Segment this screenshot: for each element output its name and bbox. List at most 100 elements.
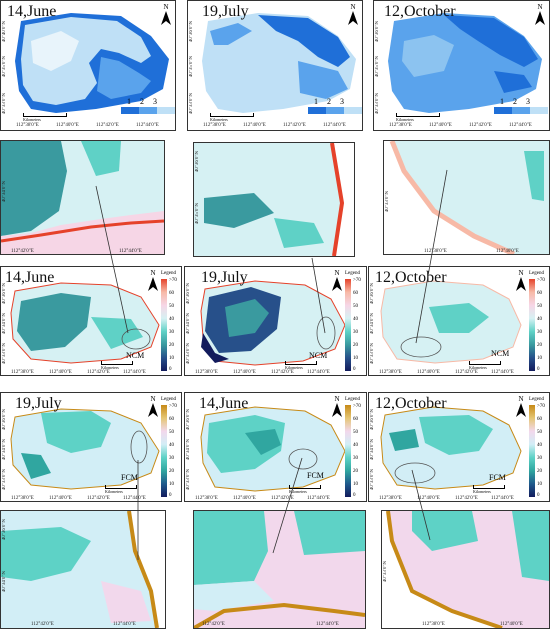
- longitude-label: 112°42'0"E: [271, 496, 294, 501]
- latitude-label: 40°34'0"N: [186, 313, 191, 335]
- latitude-label: 40°34'0"N: [370, 313, 375, 335]
- longitude-label: 112°40'0"E: [417, 370, 440, 375]
- latitude-label: 40°40'0"N: [2, 21, 7, 43]
- scale-bar: Kilometers: [210, 113, 254, 122]
- class-map-june: 14,June N 40°40'0"N 40°35'0"N 40°33'0"N …: [0, 0, 176, 131]
- longitude-label: 112°38'0"E: [195, 496, 218, 501]
- north-arrow-icon: N: [160, 3, 172, 25]
- latitude-label: 40°36'0"N: [186, 409, 191, 431]
- latitude-label: 40°33'0"N: [2, 93, 7, 115]
- class-map-july: 19,July N 40°36'0"N 40°35'0"N 40°33'0"N …: [187, 0, 363, 131]
- latitude-label: 40°36'0"N: [186, 283, 191, 305]
- latitude-label: 40°34'0"N: [2, 571, 7, 593]
- map-date-title: 19,July: [201, 269, 248, 286]
- colorbar-legend: Legend >70 60 50 40 30 20 10 0: [529, 397, 545, 498]
- north-arrow-icon: N: [534, 3, 546, 25]
- longitude-label: 112°44'0"E: [123, 370, 146, 375]
- latitude-label: 40°36'0"N: [189, 21, 194, 43]
- colorbar-legend: Legend >70 60 50 40 30 20 10 0: [161, 271, 177, 372]
- latitude-label: 40°35'0"N: [375, 56, 380, 78]
- latitude-label: 40°33'0"N: [186, 469, 191, 491]
- longitude-label: 112°44'0"E: [509, 123, 532, 128]
- north-arrow-icon: N: [331, 269, 343, 291]
- longitude-label: 112°44'0"E: [307, 496, 330, 501]
- colorbar-legend: Legend >70 60 50 40 30 20 10 0: [345, 397, 361, 498]
- longitude-label: 112°44'0"E: [323, 123, 346, 128]
- longitude-label: 112°38'0"E: [16, 123, 39, 128]
- longitude-label: 112°44'0"E: [307, 370, 330, 375]
- ncm-lake-map: [200, 280, 346, 366]
- scale-bar: Kilometers: [396, 113, 440, 122]
- zoom-inset-june-fcm: 112°42'0"E 112°44'0"E: [193, 510, 366, 629]
- latitude-label: 40°33'0"N: [375, 93, 380, 115]
- colorbar-legend: Legend >70 60 50 40 30 20 10 0: [529, 271, 545, 372]
- longitude-label: 112°38'0"E: [389, 123, 412, 128]
- longitude-label: 112°40'0"E: [417, 496, 440, 501]
- longitude-label: 112°42'0"E: [455, 496, 478, 501]
- method-label: FCM: [307, 471, 324, 480]
- class-map-october: 12,October N 40°36'0"N 40°35'0"N 40°33'0…: [373, 0, 550, 131]
- longitude-label: 112°44'0"E: [491, 496, 514, 501]
- longitude-label: 112°40'0"E: [496, 249, 519, 254]
- longitude-label: 112°38'0"E: [11, 370, 34, 375]
- longitude-label: 112°42'0"E: [11, 249, 34, 254]
- longitude-label: 112°40'0"E: [429, 123, 452, 128]
- zoom-inset-october-ncm: 40°33'0"N 112°38'0"E 112°40'0"E: [383, 140, 550, 255]
- zoom-inset-october-fcm: 40°33'0"N 112°38'0"E 112°40'0"E: [381, 510, 550, 629]
- latitude-label: 40°33'0"N: [370, 343, 375, 365]
- longitude-label: 112°38'0"E: [203, 123, 226, 128]
- north-arrow-icon: N: [147, 269, 159, 291]
- longitude-label: 112°44'0"E: [113, 622, 136, 627]
- longitude-label: 112°42'0"E: [469, 123, 492, 128]
- longitude-label: 112°38'0"E: [11, 496, 34, 501]
- longitude-label: 112°38'0"E: [379, 370, 402, 375]
- longitude-label: 112°38'0"E: [422, 622, 445, 627]
- latitude-label: 40°34'0"N: [186, 439, 191, 461]
- fcm-lake-map: [200, 406, 346, 492]
- latitude-label: 40°36'0"N: [375, 21, 380, 43]
- fcm-lake-map: [10, 408, 160, 490]
- longitude-label: 112°44'0"E: [119, 249, 142, 254]
- north-arrow-icon: N: [347, 3, 359, 25]
- map-date-title: 12,October: [375, 269, 447, 286]
- north-arrow-icon: N: [147, 395, 159, 417]
- zoom-inset-image: [382, 511, 549, 628]
- latitude-label: 40°36'0"N: [370, 409, 375, 431]
- map-date-title: 19,July: [202, 3, 249, 20]
- latitude-label: 40°36'0"N: [195, 151, 200, 173]
- longitude-label: 112°42'0"E: [455, 370, 478, 375]
- colorbar-legend: Legend >70 60 50 40 30 20 10 0: [345, 271, 361, 372]
- zoom-inset-image: [194, 511, 365, 628]
- longitude-label: 112°44'0"E: [123, 496, 146, 501]
- longitude-label: 112°38'0"E: [424, 249, 447, 254]
- zoom-inset-june-ncm: 40°34'0"N 112°42'0"E 112°44'0"E: [0, 140, 165, 255]
- north-arrow-icon: N: [331, 395, 343, 417]
- method-label: NCM: [491, 349, 510, 358]
- longitude-label: 112°40'0"E: [500, 622, 523, 627]
- latitude-label: 40°36'0"N: [2, 519, 7, 541]
- longitude-label: 112°40'0"E: [49, 370, 72, 375]
- zoom-inset-image: [1, 511, 165, 628]
- longitude-label: 112°42'0"E: [87, 496, 110, 501]
- longitude-label: 112°40'0"E: [233, 370, 256, 375]
- latitude-label: 40°36'0"N: [2, 283, 7, 305]
- latitude-label: 40°35'0"N: [189, 56, 194, 78]
- ncm-map-june: 14,June NCM N 40°36'0"N 40°34'0"N 40°33'…: [0, 266, 182, 376]
- longitude-label: 112°40'0"E: [49, 496, 72, 501]
- map-date-title: 19,July: [15, 395, 62, 412]
- latitude-label: 40°33'0"N: [186, 343, 191, 365]
- lake-class-map: [15, 13, 169, 113]
- method-label: FCM: [121, 473, 138, 482]
- map-date-title: 14,June: [7, 3, 57, 20]
- latitude-label: 40°33'0"N: [2, 343, 7, 365]
- scale-bar: Kilometers: [473, 485, 505, 494]
- latitude-label: 40°33'0"N: [385, 191, 390, 213]
- longitude-label: 112°40'0"E: [243, 123, 266, 128]
- latitude-label: 40°34'0"N: [2, 439, 7, 461]
- longitude-label: 112°44'0"E: [491, 370, 514, 375]
- method-label: NCM: [309, 351, 328, 360]
- latitude-label: 40°34'0"N: [2, 313, 7, 335]
